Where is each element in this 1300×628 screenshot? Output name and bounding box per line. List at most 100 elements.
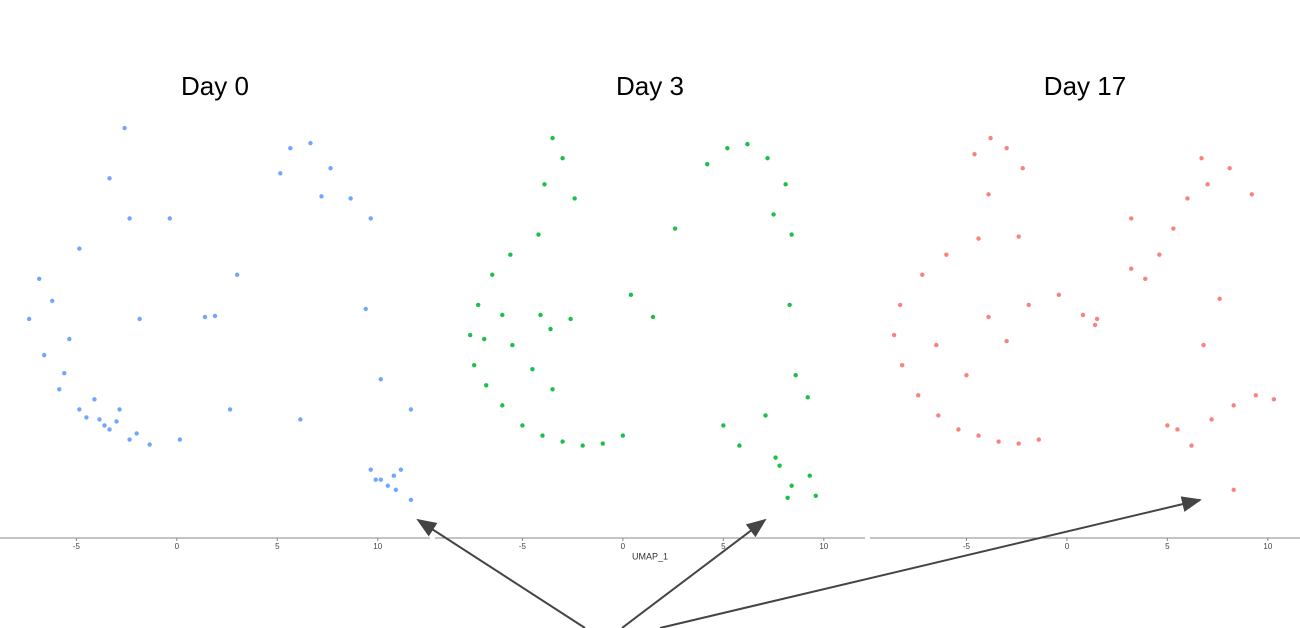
point [67, 336, 72, 342]
point [550, 135, 555, 141]
point [936, 413, 941, 418]
point [348, 196, 353, 201]
point [560, 439, 565, 444]
point [1249, 192, 1254, 197]
point [92, 397, 97, 402]
point [944, 252, 949, 257]
point [897, 302, 903, 308]
point [500, 312, 505, 318]
point [378, 377, 383, 382]
point [1094, 316, 1100, 322]
point [580, 443, 585, 448]
point [1209, 417, 1214, 422]
point [934, 342, 939, 348]
point [956, 427, 961, 432]
point [288, 145, 293, 151]
point [530, 367, 535, 372]
point [363, 306, 368, 312]
point [548, 326, 553, 332]
point [127, 216, 132, 221]
point [227, 407, 233, 412]
x-tick-label: 5 [1165, 542, 1170, 551]
point [920, 272, 925, 277]
point [122, 125, 127, 131]
point [1201, 342, 1206, 348]
point [298, 417, 303, 422]
point [789, 483, 794, 488]
x-tick-label: 0 [1065, 542, 1070, 551]
point [1143, 276, 1148, 281]
point [1165, 423, 1170, 428]
point [278, 171, 283, 176]
point [50, 298, 55, 304]
point [97, 417, 102, 422]
point [1129, 216, 1134, 221]
point [1199, 156, 1204, 161]
point [77, 246, 82, 251]
point [1175, 427, 1180, 432]
point [1157, 252, 1162, 257]
point [783, 182, 788, 187]
point [538, 312, 543, 318]
point [745, 141, 750, 147]
point [508, 252, 513, 257]
plots: Day 0 -5 0 5 10 Day 3 -5 0 5 10 UMAP_1 Day 17 -5 0 5 10 [0, 71, 1300, 561]
point [972, 151, 977, 157]
point [620, 433, 626, 438]
x-tick-label: 5 [721, 542, 726, 551]
point [1231, 403, 1236, 408]
point [385, 483, 391, 488]
point [737, 443, 742, 448]
point [773, 455, 778, 460]
point [212, 313, 218, 319]
point [1185, 196, 1190, 201]
point [763, 413, 768, 418]
point [234, 272, 240, 277]
point [127, 437, 132, 442]
x-tick-label: -5 [519, 542, 527, 551]
point [572, 196, 577, 201]
x-tick-label: 5 [275, 542, 280, 551]
x-tick-label: 10 [819, 542, 828, 551]
point [807, 473, 812, 478]
point [408, 407, 414, 412]
point [777, 463, 782, 468]
point [114, 419, 119, 424]
point [490, 272, 495, 277]
point [1231, 487, 1236, 492]
point [988, 135, 993, 141]
point [1253, 393, 1258, 398]
point [805, 395, 810, 400]
point [725, 145, 730, 151]
point [771, 212, 776, 217]
point [1129, 266, 1134, 271]
point [484, 383, 489, 388]
point [976, 433, 981, 438]
point [393, 487, 399, 492]
point [177, 437, 183, 442]
point [26, 316, 32, 322]
point [1189, 443, 1194, 448]
arrow [659, 496, 1202, 628]
point [134, 431, 139, 436]
panel-title: Day 3 [616, 71, 684, 101]
point [1205, 182, 1210, 187]
point [1020, 166, 1025, 171]
point [1171, 226, 1176, 231]
point [813, 493, 818, 498]
point [1036, 437, 1041, 442]
point [899, 362, 905, 368]
point [787, 302, 792, 308]
point [368, 467, 373, 472]
point [107, 427, 112, 432]
arrows [416, 496, 1202, 628]
x-tick-label: 10 [1263, 542, 1272, 551]
x-axis-title: UMAP_1 [632, 551, 668, 561]
point [542, 182, 547, 187]
point [36, 276, 42, 281]
point [600, 441, 605, 446]
point [1016, 441, 1021, 446]
point [117, 407, 122, 412]
point [560, 156, 565, 161]
